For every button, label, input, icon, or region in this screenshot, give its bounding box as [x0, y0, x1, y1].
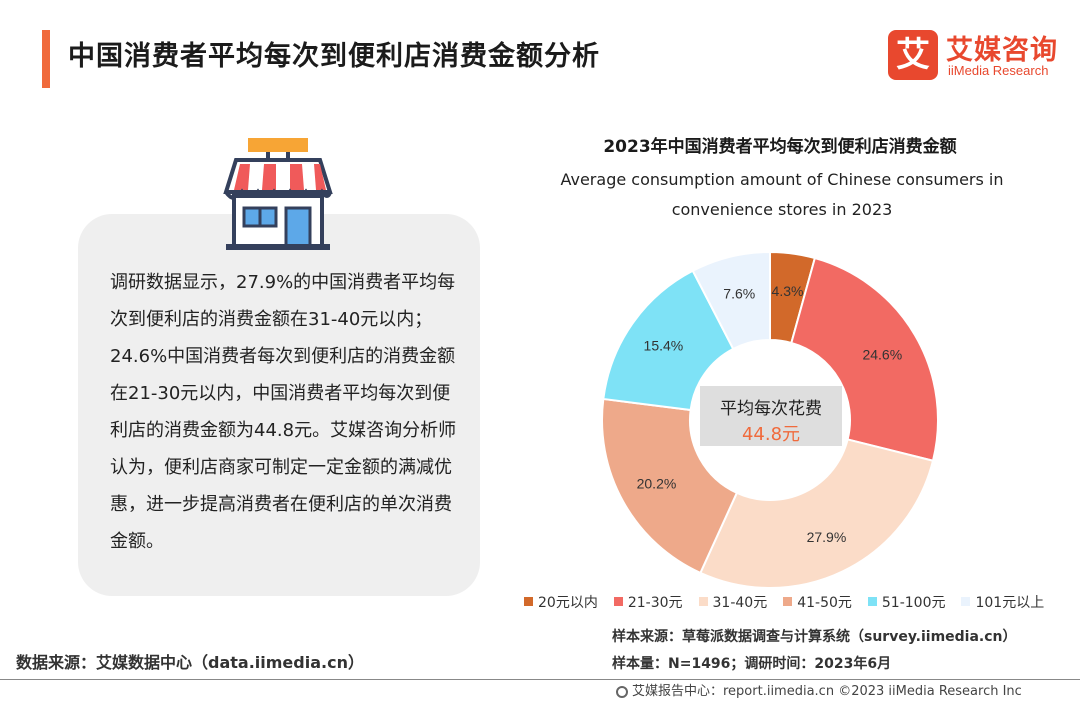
data-source: 数据来源：艾媒数据中心（data.iimedia.cn） — [16, 653, 364, 672]
legend-label: 21-30元 — [627, 595, 683, 611]
slice-31-40元 — [699, 438, 935, 589]
center-label-box — [700, 386, 842, 446]
legend-swatch — [867, 597, 877, 606]
legend-swatch — [524, 597, 533, 606]
sample-source: 样本来源：草莓派数据调查与计算系统（survey.iimedia.cn） — [612, 629, 1017, 645]
slice-label-20元以内: 4.3% — [772, 283, 804, 299]
center-label: 平均每次花费 — [720, 399, 822, 419]
store-icon — [223, 138, 333, 250]
slice-label-101元以上: 7.6% — [723, 286, 755, 302]
slice-20元以内 — [769, 250, 817, 345]
legend-swatch — [961, 597, 971, 606]
legend-label: 20元以内 — [538, 595, 598, 611]
chart-subtitle-line1: Average consumption amount of Chinese co… — [560, 170, 1004, 189]
legend-swatch — [613, 597, 623, 606]
brand-mark-icon: 艾 — [888, 30, 938, 80]
legend-label: 41-50元 — [797, 595, 852, 611]
sample-size: 样本量：N=1496；调研时间：2023年6月 — [612, 656, 892, 672]
analysis-card — [78, 214, 480, 596]
legend-item-101元以上: 101元以上 — [961, 592, 1044, 612]
legend-item-20元以内: 20元以内 — [524, 592, 598, 612]
chart-title: 2023年中国消费者平均每次到便利店消费金额 — [603, 137, 957, 157]
page-title: 中国消费者平均每次到便利店消费金额分析 — [68, 41, 600, 72]
legend-item-31-40元: 31-40元 — [698, 592, 768, 612]
title-accent-bar — [42, 30, 50, 88]
slice-101元以上 — [691, 250, 771, 351]
footer: 艾媒报告中心：report.iimedia.cn ©2023 iiMedia R… — [616, 680, 1022, 699]
brand-name-en: iiMedia Research — [948, 63, 1049, 78]
legend-swatch — [783, 597, 793, 606]
brand-logo: 艾 艾媒咨询 iiMedia Research — [888, 28, 1068, 82]
legend-item-21-30元: 21-30元 — [613, 592, 683, 612]
center-value: 44.8元 — [741, 424, 801, 445]
slice-label-51-100元: 15.4% — [644, 338, 684, 354]
chart-subtitle-line2: convenience stores in 2023 — [671, 200, 893, 219]
slice-label-41-50元: 20.2% — [637, 475, 677, 491]
footer-divider — [0, 679, 1080, 680]
footer-text: 艾媒报告中心：report.iimedia.cn ©2023 iiMedia R… — [632, 684, 1022, 699]
legend-label: 101元以上 — [975, 595, 1045, 611]
legend-item-51-100元: 51-100元 — [867, 592, 946, 612]
slice-label-31-40元: 27.9% — [807, 529, 847, 545]
legend-label: 31-40元 — [712, 595, 768, 611]
legend-item-41-50元: 41-50元 — [783, 592, 852, 612]
slice-label-21-30元: 24.6% — [862, 347, 902, 363]
legend-swatch — [698, 597, 708, 606]
analysis-text: 调研数据显示，27.9%的中国消费者平均每次到便利店的消费金额在31-40元以内… — [110, 272, 457, 552]
brand-name-cn: 艾媒咨询 — [946, 35, 1058, 66]
legend-label: 51-100元 — [881, 595, 946, 611]
globe-icon — [616, 686, 628, 698]
chart-legend: 20元以内 21-30元 31-40元 41-50元 51-100元 101元以上 — [524, 592, 1080, 612]
